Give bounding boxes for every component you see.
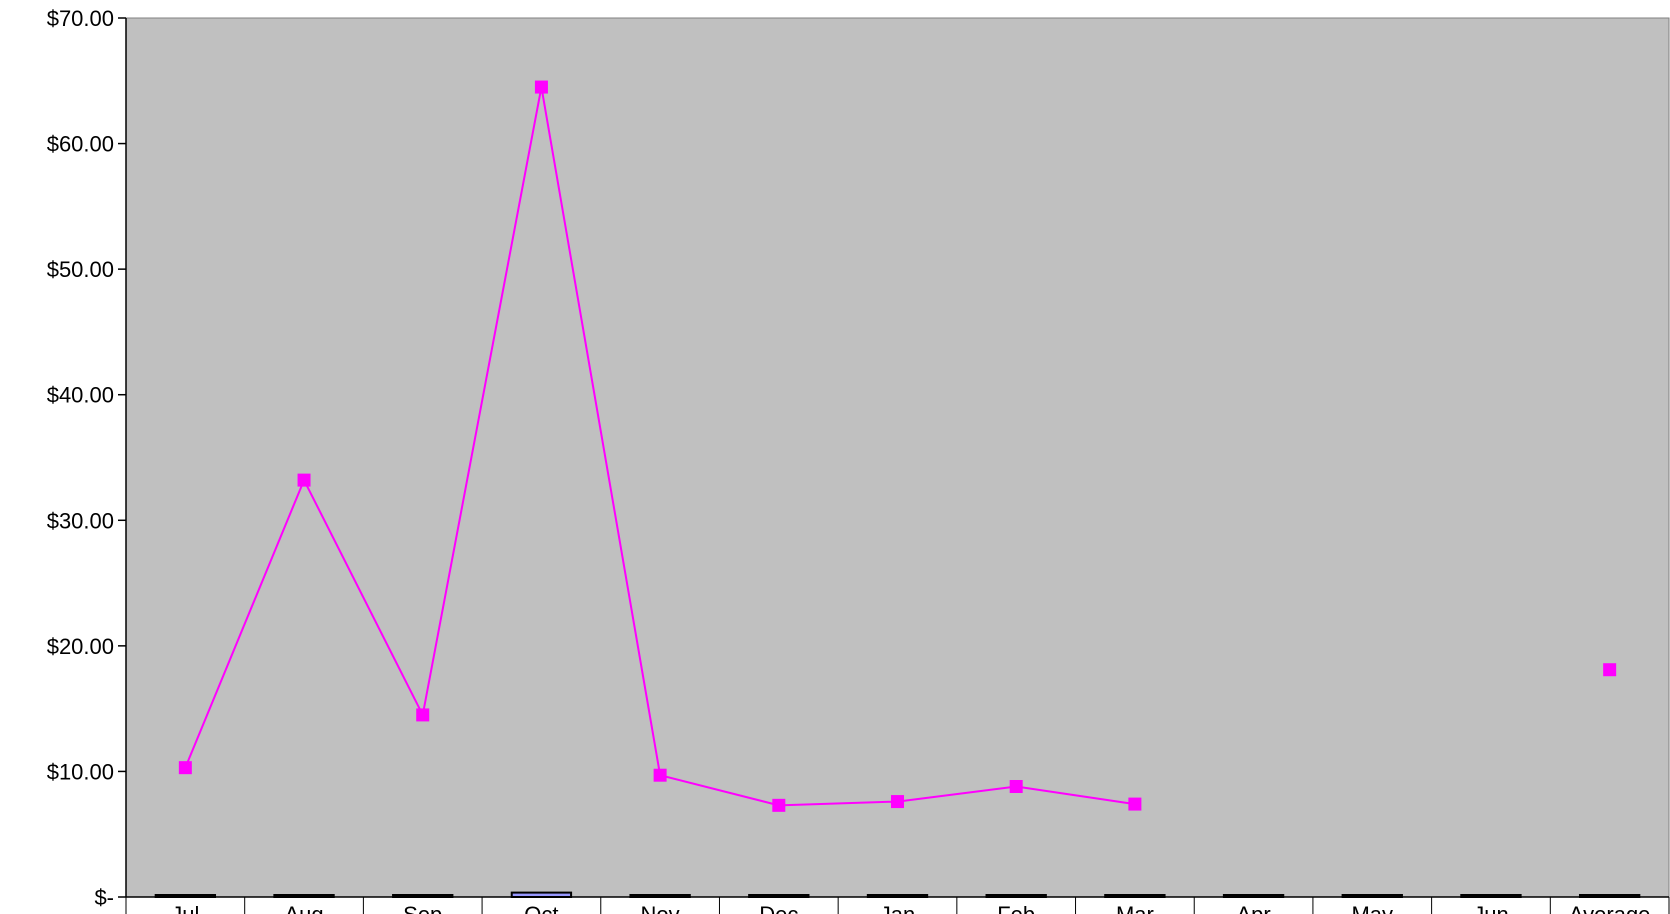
bar bbox=[392, 894, 454, 898]
x-tick-label: Apr bbox=[1236, 902, 1270, 914]
y-tick-label: $20.00 bbox=[47, 634, 114, 659]
bar bbox=[510, 891, 573, 898]
data-point bbox=[891, 795, 904, 809]
y-tick-label: $50.00 bbox=[47, 257, 114, 282]
x-tick-label: Aug bbox=[284, 902, 323, 914]
data-point bbox=[1128, 797, 1142, 811]
data-point bbox=[534, 80, 548, 94]
bar bbox=[1460, 894, 1522, 898]
line-series bbox=[178, 80, 1617, 812]
data-point bbox=[416, 708, 430, 722]
y-tick-label: $- bbox=[94, 885, 114, 910]
y-tick-label: $60.00 bbox=[47, 132, 114, 157]
y-tick-label: $40.00 bbox=[47, 383, 114, 408]
y-axis: $- $10.00 $20.00 $30.00 $40.00 $50.00 $60.00 $7… bbox=[47, 6, 127, 910]
bar bbox=[629, 894, 691, 898]
bar bbox=[1578, 894, 1641, 898]
bar bbox=[1222, 894, 1285, 898]
bar bbox=[154, 894, 217, 898]
data-point bbox=[653, 768, 667, 782]
x-tick-label: Jul bbox=[171, 902, 199, 914]
bar bbox=[866, 894, 929, 898]
bar bbox=[1341, 894, 1403, 898]
data-point bbox=[178, 761, 192, 775]
x-tick-label: Feb bbox=[997, 902, 1035, 914]
x-tick-label: Dec bbox=[759, 902, 798, 914]
bar-series bbox=[154, 891, 1641, 898]
x-tick-label: Oct bbox=[524, 902, 558, 914]
bar bbox=[273, 894, 335, 898]
bar bbox=[748, 894, 810, 898]
data-point bbox=[772, 798, 786, 812]
data-point bbox=[297, 473, 311, 487]
x-tick-label: Jan bbox=[880, 902, 915, 914]
bar bbox=[985, 894, 1047, 898]
data-point bbox=[1009, 779, 1023, 793]
plot-area bbox=[125, 17, 1670, 898]
y-tick-label: $30.00 bbox=[47, 508, 114, 533]
y-tick-label: $70.00 bbox=[47, 6, 114, 31]
x-tick-label: Average bbox=[1569, 902, 1651, 914]
x-tick-label: Nov bbox=[641, 902, 680, 914]
x-tick-label: Mar bbox=[1116, 902, 1154, 914]
data-point bbox=[1603, 663, 1617, 677]
y-tick-label: $10.00 bbox=[47, 759, 114, 784]
x-tick-label: May bbox=[1351, 902, 1393, 914]
bar bbox=[1104, 894, 1166, 898]
x-axis: Jul Aug Sep Oct Nov Dec Jan Feb Mar Apr May Jun Aver… bbox=[125, 896, 1670, 914]
x-tick-label: Jun bbox=[1473, 902, 1508, 914]
x-tick-label: Sep bbox=[403, 902, 442, 914]
